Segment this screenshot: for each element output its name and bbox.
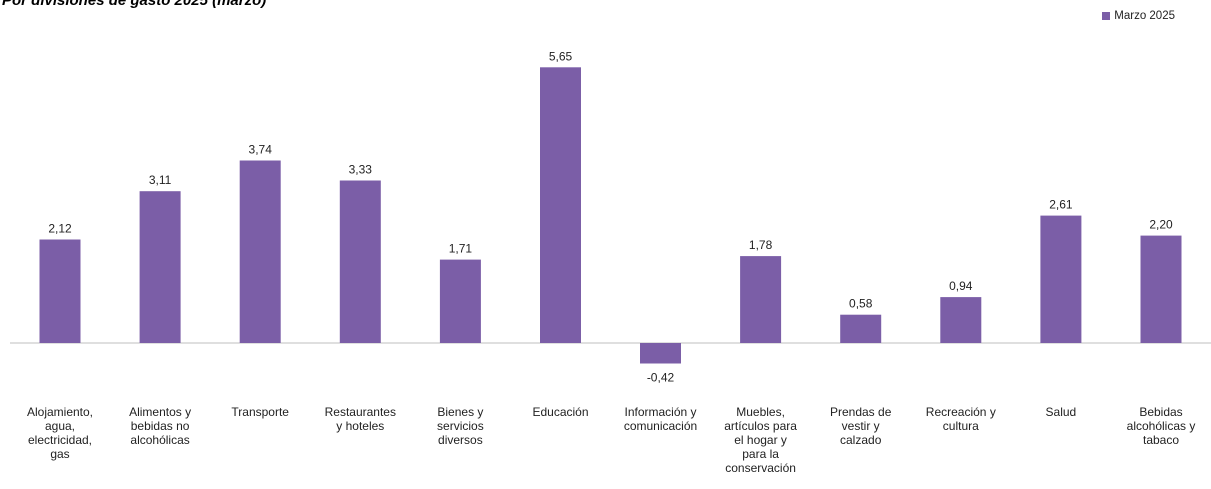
legend-swatch: [1102, 12, 1111, 20]
bar: [640, 343, 681, 364]
data-label: 3,33: [349, 163, 373, 177]
bar: [940, 297, 982, 343]
category-label-line: gas: [50, 447, 70, 461]
category-label-line: y hoteles: [336, 419, 385, 433]
category-label-line: vestir y: [841, 419, 880, 433]
bar: [1140, 235, 1182, 343]
bar: [239, 160, 281, 343]
category-label-line: electricidad,: [27, 433, 93, 447]
bar: [540, 67, 581, 344]
data-label: -0,42: [647, 371, 675, 385]
category-label-line: Educación: [532, 405, 589, 419]
bar: [740, 256, 782, 343]
category-label-line: artículos para: [724, 419, 797, 433]
category-label-line: comunicación: [623, 419, 698, 433]
category-label-line: alcohólicas: [130, 433, 190, 447]
bar: [840, 314, 882, 343]
data-label: 3,11: [149, 173, 172, 187]
bar: [439, 259, 481, 343]
category-label: Alimentos y bebidas no alcohólicas: [112, 405, 208, 447]
category-label-line: Alimentos y: [129, 405, 192, 419]
category-label: Transporte: [212, 405, 308, 419]
legend-label: Marzo 2025: [1114, 10, 1175, 22]
data-label: 2,20: [1149, 218, 1173, 232]
category-label: Salud: [1013, 405, 1109, 419]
category-label-line: diversos: [438, 433, 483, 447]
category-label-line: para la: [742, 447, 779, 461]
category-label-line: agua,: [44, 419, 76, 433]
category-label-line: Salud: [1045, 405, 1077, 419]
category-label: Alojamiento, agua, electricidad, gas: [12, 405, 108, 461]
category-label-line: conservación: [725, 461, 796, 475]
category-label: Bebidas alcohólicas y tabaco: [1113, 405, 1209, 447]
category-label-line: Muebles,: [736, 405, 785, 419]
bar: [339, 180, 381, 343]
category-label-line: Bebidas: [1139, 405, 1183, 419]
category-label-line: el hogar y: [734, 433, 787, 447]
category-label-line: cultura: [942, 419, 979, 433]
category-label-line: Bienes y: [437, 405, 484, 419]
category-label-line: servicios: [437, 419, 484, 433]
data-label: 2,61: [1049, 198, 1073, 212]
category-label-line: Información y: [624, 405, 697, 419]
data-label: 2,12: [48, 222, 72, 236]
category-label-line: Prendas de: [829, 405, 892, 419]
data-label: 1,78: [749, 238, 773, 252]
chart-title: Por divisiones de gasto 2025 (marzo): [2, 0, 267, 9]
category-label: Muebles, artículos para el hogar y para la c…: [713, 405, 809, 475]
bar: [39, 239, 81, 343]
legend: Marzo 2025: [1102, 10, 1175, 22]
category-label-line: calzado: [840, 433, 882, 447]
category-label: Prendas de vestir y calzado: [813, 405, 909, 447]
category-label-line: alcohólicas y: [1126, 419, 1196, 433]
category-label-line: tabaco: [1142, 433, 1180, 447]
data-label: 3,74: [249, 143, 273, 157]
data-label: 5,65: [549, 49, 573, 63]
category-label-line: Recreación y: [925, 405, 996, 419]
category-label: Restaurantes y hoteles: [312, 405, 408, 433]
category-label-line: Alojamiento,: [26, 405, 94, 419]
bar: [1040, 215, 1082, 343]
category-label: Bienes y servicios diversos: [412, 405, 508, 447]
data-label: 0,94: [949, 279, 973, 293]
category-label: Información y comunicación: [613, 405, 709, 433]
data-label: 1,71: [449, 242, 473, 256]
category-label-line: bebidas no: [130, 419, 190, 433]
data-label: 0,58: [849, 297, 873, 311]
category-label: Recreación y cultura: [913, 405, 1009, 433]
category-label-line: Restaurantes: [324, 405, 396, 419]
category-label-line: Transporte: [231, 405, 289, 419]
bar: [139, 191, 181, 343]
category-label: Educación: [513, 405, 609, 419]
